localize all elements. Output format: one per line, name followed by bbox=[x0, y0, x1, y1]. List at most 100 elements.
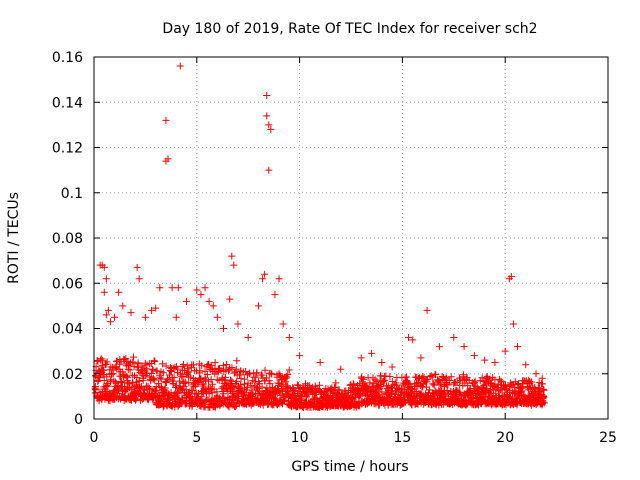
data-point bbox=[173, 390, 181, 398]
data-point bbox=[103, 358, 111, 366]
data-point bbox=[456, 388, 464, 396]
data-point bbox=[283, 374, 291, 382]
data-point bbox=[162, 116, 170, 124]
data-point bbox=[443, 386, 451, 394]
data-point bbox=[205, 297, 213, 305]
data-point bbox=[407, 389, 415, 397]
data-point bbox=[156, 284, 164, 292]
data-point bbox=[150, 374, 158, 382]
data-point bbox=[237, 375, 245, 383]
data-point bbox=[207, 361, 215, 369]
data-point bbox=[193, 393, 201, 401]
data-point bbox=[190, 361, 198, 369]
data-point bbox=[151, 358, 159, 366]
data-point bbox=[230, 261, 238, 269]
y-tick-label: 0.02 bbox=[52, 367, 83, 383]
data-point bbox=[379, 377, 387, 385]
data-point bbox=[205, 390, 213, 398]
data-point bbox=[486, 390, 494, 398]
data-point bbox=[146, 385, 154, 393]
x-tick-label: 0 bbox=[90, 430, 99, 446]
data-point bbox=[98, 362, 106, 370]
data-point bbox=[170, 373, 178, 381]
data-point bbox=[172, 313, 180, 321]
data-point bbox=[120, 356, 128, 364]
data-point bbox=[178, 372, 186, 380]
data-point bbox=[482, 388, 490, 396]
data-point bbox=[211, 359, 219, 367]
data-point bbox=[436, 377, 444, 385]
data-point bbox=[357, 354, 365, 362]
data-point bbox=[120, 373, 128, 381]
data-point bbox=[294, 387, 302, 395]
data-point bbox=[249, 391, 257, 399]
data-point bbox=[135, 275, 143, 283]
data-point bbox=[509, 320, 517, 328]
data-point bbox=[271, 291, 279, 299]
data-point bbox=[248, 377, 256, 385]
data-point bbox=[233, 357, 241, 365]
chart-title: Day 180 of 2019, Rate Of TEC Index for r… bbox=[162, 21, 537, 37]
data-point bbox=[482, 378, 490, 386]
data-point bbox=[95, 373, 103, 381]
data-point bbox=[417, 354, 425, 362]
data-point bbox=[518, 388, 526, 396]
data-point bbox=[514, 343, 522, 351]
data-point bbox=[193, 286, 201, 294]
data-point bbox=[266, 380, 274, 388]
data-point bbox=[185, 368, 193, 376]
data-point bbox=[183, 297, 191, 305]
data-point bbox=[208, 389, 216, 397]
data-point bbox=[265, 377, 273, 385]
x-tick-labels: 0 5 10 15 20 25 bbox=[90, 430, 617, 446]
data-point bbox=[148, 365, 156, 373]
data-point bbox=[114, 381, 122, 389]
data-point bbox=[217, 367, 225, 375]
data-point bbox=[432, 371, 440, 379]
data-point bbox=[167, 365, 175, 373]
data-point bbox=[228, 364, 236, 372]
data-point bbox=[130, 362, 138, 370]
data-point bbox=[197, 375, 205, 383]
data-point bbox=[386, 373, 394, 381]
data-point bbox=[241, 389, 249, 397]
data-point bbox=[308, 383, 316, 391]
data-point bbox=[275, 275, 283, 283]
data-point bbox=[378, 388, 386, 396]
data-point bbox=[226, 295, 234, 303]
data-point bbox=[263, 91, 271, 99]
data-point bbox=[150, 357, 158, 365]
data-point bbox=[405, 379, 413, 387]
data-point bbox=[225, 403, 233, 411]
data-point bbox=[371, 376, 379, 384]
data-point bbox=[140, 364, 148, 372]
data-point bbox=[176, 377, 184, 385]
data-point bbox=[279, 320, 287, 328]
data-point bbox=[538, 374, 546, 382]
data-point bbox=[151, 376, 159, 384]
data-point bbox=[141, 313, 149, 321]
x-tick-label: 10 bbox=[291, 430, 309, 446]
data-point bbox=[450, 334, 458, 342]
data-point bbox=[285, 334, 293, 342]
y-tick-label: 0.14 bbox=[52, 95, 83, 111]
data-point bbox=[209, 302, 217, 310]
data-point bbox=[123, 372, 131, 380]
data-point bbox=[284, 370, 292, 378]
data-point bbox=[224, 367, 232, 375]
grid-lines bbox=[94, 57, 608, 419]
data-point bbox=[495, 387, 503, 395]
data-point bbox=[491, 358, 499, 366]
data-point bbox=[283, 388, 291, 396]
data-point bbox=[107, 376, 115, 384]
data-point bbox=[419, 373, 427, 381]
y-tick-label: 0 bbox=[74, 412, 83, 428]
data-point bbox=[378, 358, 386, 366]
data-point bbox=[540, 386, 548, 394]
y-tick-label: 0.08 bbox=[52, 231, 83, 247]
data-point bbox=[126, 366, 134, 374]
data-point bbox=[259, 275, 267, 283]
y-tick-label: 0.16 bbox=[52, 50, 83, 66]
data-point bbox=[252, 373, 260, 381]
data-point bbox=[106, 318, 114, 326]
